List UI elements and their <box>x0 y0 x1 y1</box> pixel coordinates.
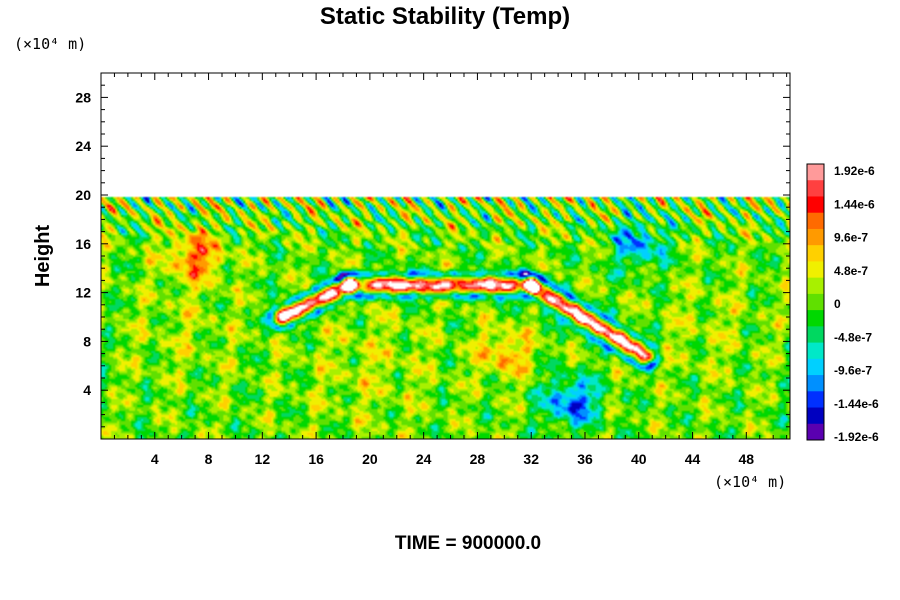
colorbar-swatch <box>807 358 824 376</box>
x-tick-label: 16 <box>308 451 324 467</box>
x-tick-label: 40 <box>631 451 647 467</box>
colorbar-swatch <box>807 228 824 246</box>
colorbar: 1.92e-6 1.44e-6 9.6e-7 4.8e-7 0 -4.8e-7 -9.6e-… <box>806 163 879 444</box>
x-tick-label: 4 <box>151 451 159 467</box>
colorbar-frame <box>806 163 825 441</box>
y-tick-label: 24 <box>75 138 91 154</box>
x-axis: 4 8 12 16 20 24 28 32 36 40 44 48 <box>113 73 788 467</box>
x-tick-label: 20 <box>362 451 378 467</box>
colorbar-swatch <box>807 277 824 295</box>
x-tick-label: 48 <box>739 451 755 467</box>
colorbar-label: 4.8e-7 <box>834 264 868 278</box>
x-tick-label: 32 <box>523 451 539 467</box>
x-unit-label: (×10⁴ m) <box>714 473 786 491</box>
colorbar-swatch <box>807 342 824 360</box>
colorbar-swatch <box>807 245 824 262</box>
x-tick-label: 36 <box>577 451 593 467</box>
y-unit-label: (×10⁴ m) <box>14 35 86 53</box>
colorbar-label: 1.92e-6 <box>834 164 875 178</box>
colorbar-swatch <box>807 326 824 344</box>
y-tick-label: 8 <box>83 333 91 349</box>
colorbar-swatch <box>807 310 824 327</box>
colorbar-swatch <box>807 423 824 441</box>
plot-area <box>100 72 791 440</box>
colorbar-label: -1.92e-6 <box>834 430 879 444</box>
x-tick-label: 12 <box>255 451 271 467</box>
y-tick-label: 20 <box>75 187 91 203</box>
colorbar-swatch <box>807 293 824 311</box>
y-tick-label: 28 <box>75 89 91 105</box>
x-tick-label: 24 <box>416 451 432 467</box>
time-label: TIME = 900000.0 <box>395 533 541 554</box>
colorbar-swatch <box>807 180 824 197</box>
colorbar-swatch <box>807 375 824 392</box>
x-tick-label: 8 <box>205 451 213 467</box>
x-tick-label: 44 <box>685 451 701 467</box>
colorbar-label: -9.6e-7 <box>834 364 872 378</box>
x-tick-label: 28 <box>470 451 486 467</box>
chart-title: Static Stability (Temp) <box>320 3 570 30</box>
y-tick-label: 16 <box>75 236 91 252</box>
colorbar-label: -1.44e-6 <box>834 397 879 411</box>
colorbar-label: 0 <box>834 297 841 311</box>
colorbar-swatch <box>807 196 824 214</box>
colorbar-swatch <box>807 407 824 425</box>
colorbar-swatch <box>807 164 824 181</box>
y-tick-label: 12 <box>75 285 91 301</box>
heatmap-image <box>101 73 790 439</box>
colorbar-label: 9.6e-7 <box>834 231 868 245</box>
y-axis: 4 8 12 16 20 24 28 <box>75 72 790 428</box>
colorbar-label: -4.8e-7 <box>834 330 872 344</box>
y-axis-label: Height <box>32 225 54 288</box>
colorbar-swatch <box>807 391 824 409</box>
y-tick-label: 4 <box>83 382 91 398</box>
colorbar-swatch <box>807 261 824 279</box>
colorbar-label: 1.44e-6 <box>834 197 875 211</box>
colorbar-swatch <box>807 212 824 230</box>
